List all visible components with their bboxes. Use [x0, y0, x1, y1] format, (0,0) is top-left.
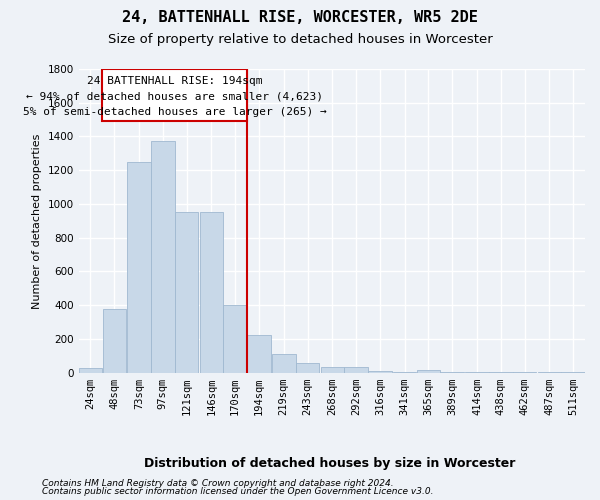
- Text: Distribution of detached houses by size in Worcester: Distribution of detached houses by size …: [145, 458, 515, 470]
- Bar: [247, 334, 271, 372]
- Bar: [103, 69, 247, 122]
- Text: 24 BATTENHALL RISE: 194sqm: 24 BATTENHALL RISE: 194sqm: [87, 76, 262, 86]
- Bar: [175, 212, 199, 372]
- Y-axis label: Number of detached properties: Number of detached properties: [32, 133, 42, 308]
- Text: Contains HM Land Registry data © Crown copyright and database right 2024.: Contains HM Land Registry data © Crown c…: [42, 478, 394, 488]
- Bar: [320, 366, 344, 372]
- Bar: [416, 370, 440, 372]
- Bar: [368, 370, 392, 372]
- Bar: [79, 368, 102, 372]
- Text: Size of property relative to detached houses in Worcester: Size of property relative to detached ho…: [107, 32, 493, 46]
- Text: 5% of semi-detached houses are larger (265) →: 5% of semi-detached houses are larger (2…: [23, 107, 326, 117]
- Bar: [127, 162, 151, 372]
- Bar: [223, 305, 247, 372]
- Bar: [103, 310, 126, 372]
- Bar: [296, 364, 319, 372]
- Bar: [272, 354, 296, 372]
- Bar: [200, 212, 223, 372]
- Bar: [151, 140, 175, 372]
- Text: ← 94% of detached houses are smaller (4,623): ← 94% of detached houses are smaller (4,…: [26, 91, 323, 101]
- Bar: [344, 366, 368, 372]
- Text: 24, BATTENHALL RISE, WORCESTER, WR5 2DE: 24, BATTENHALL RISE, WORCESTER, WR5 2DE: [122, 10, 478, 25]
- Text: Contains public sector information licensed under the Open Government Licence v3: Contains public sector information licen…: [42, 487, 433, 496]
